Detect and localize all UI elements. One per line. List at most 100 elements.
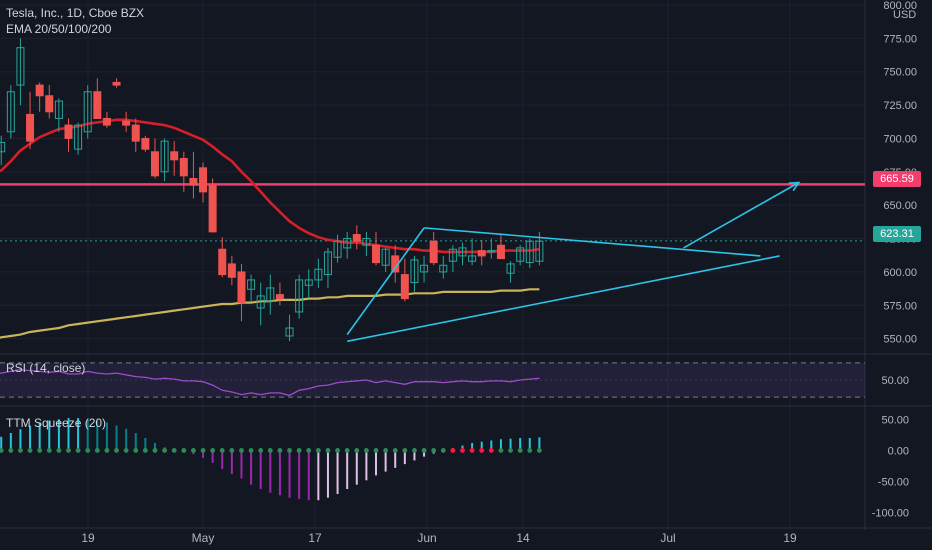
candle-body — [458, 247, 467, 257]
candle-body — [487, 250, 496, 253]
ttm-title: TTM Squeeze (20) — [6, 416, 107, 430]
squeeze-dot — [133, 448, 139, 453]
x-tick-label: 19 — [783, 531, 797, 545]
squeeze-dot — [383, 448, 389, 453]
ttm-tick-label: -50.00 — [878, 477, 909, 489]
candle-body — [516, 247, 525, 262]
candle-body — [122, 120, 131, 126]
squeeze-dot — [450, 448, 456, 453]
squeeze-dot — [123, 448, 129, 453]
squeeze-dot — [267, 448, 273, 453]
candle-body — [256, 295, 265, 309]
x-tick-label: May — [192, 531, 215, 545]
squeeze-dot — [258, 448, 264, 453]
squeeze-dot — [344, 448, 350, 453]
candle-body — [266, 287, 275, 302]
symbol-title: Tesla, Inc., 1D, Cboe BZX — [6, 6, 145, 20]
candle-body — [477, 250, 486, 257]
squeeze-dot — [248, 448, 254, 453]
breakout-arrow-line — [683, 181, 800, 249]
x-tick-label: 14 — [516, 531, 530, 545]
squeeze-dot — [306, 448, 312, 453]
currency-label: USD — [893, 9, 917, 21]
candle-body — [35, 84, 44, 97]
candle-body — [429, 240, 438, 264]
y-tick-label: 775.00 — [883, 33, 917, 45]
candle-body — [189, 178, 198, 186]
candle-body — [381, 248, 390, 266]
squeeze-dot — [66, 448, 71, 453]
candle-body — [0, 141, 6, 153]
ttm-tick-label: -100.00 — [872, 508, 909, 520]
squeeze-dot — [27, 448, 33, 453]
candle-body — [45, 95, 54, 113]
y-tick-label: 550.00 — [883, 334, 917, 346]
candle-body — [295, 279, 304, 313]
candle-body — [83, 91, 92, 133]
squeeze-dot — [373, 448, 379, 453]
squeeze-dot — [287, 448, 292, 453]
candle-body — [333, 240, 342, 258]
candle-body — [74, 124, 83, 150]
ttm-tick-label: 0.00 — [888, 445, 909, 457]
candle-body — [275, 294, 284, 300]
squeeze-dot — [75, 448, 81, 453]
squeeze-dot — [536, 448, 542, 453]
squeeze-dot — [412, 448, 417, 453]
squeeze-dot — [517, 448, 523, 453]
squeeze-dot — [431, 448, 437, 453]
squeeze-dot — [488, 448, 494, 453]
candle-body — [227, 263, 236, 278]
squeeze-dot — [277, 448, 283, 453]
candle-body — [93, 91, 102, 119]
y-tick-label: 600.00 — [883, 267, 917, 279]
x-tick-label: Jun — [417, 531, 436, 545]
squeeze-dot — [104, 448, 110, 453]
last-price-label: 623.31 — [873, 226, 921, 242]
candle-body — [400, 274, 409, 300]
breakout-arrowhead — [788, 181, 801, 192]
squeeze-dot — [229, 448, 235, 453]
triangle-lower-line — [347, 255, 780, 343]
squeeze-dot — [508, 448, 513, 453]
squeeze-dot — [315, 448, 321, 453]
squeeze-dot — [440, 448, 446, 453]
squeeze-dot — [114, 448, 119, 453]
candle-body — [410, 259, 419, 284]
y-tick-label: 800.00 — [883, 0, 917, 12]
y-tick-label: 650.00 — [883, 200, 917, 212]
squeeze-dot — [37, 448, 43, 453]
candle-body — [247, 279, 256, 290]
squeeze-dot — [527, 448, 533, 453]
candle-body — [525, 240, 534, 264]
candle-body — [6, 91, 15, 133]
squeeze-dot — [56, 448, 62, 453]
squeeze-dot — [460, 448, 465, 453]
triangle-upper-line — [423, 227, 761, 257]
squeeze-dot — [364, 448, 369, 453]
squeeze-dot — [8, 448, 14, 453]
candle-body — [362, 238, 371, 246]
candle-body — [468, 255, 477, 262]
squeeze-dot — [296, 448, 302, 453]
squeeze-dot — [325, 448, 331, 453]
ema20-line — [0, 118, 540, 254]
candle-body — [420, 264, 429, 273]
squeeze-dot — [152, 448, 158, 453]
candle-body — [112, 81, 121, 86]
y-tick-label: 750.00 — [883, 67, 917, 79]
squeeze-dot — [171, 448, 177, 453]
candle-body — [64, 124, 73, 139]
squeeze-dot — [162, 448, 167, 453]
candle-body — [372, 244, 381, 264]
ttm-tick-label: 50.00 — [881, 414, 909, 426]
candle-body — [199, 167, 208, 193]
candle-body — [352, 234, 361, 242]
candle-body — [54, 100, 63, 119]
candle-body — [535, 240, 544, 262]
candle-body — [218, 248, 227, 276]
x-tick-label: 17 — [308, 531, 322, 545]
candle-body — [506, 263, 515, 274]
candle-body — [314, 268, 323, 281]
